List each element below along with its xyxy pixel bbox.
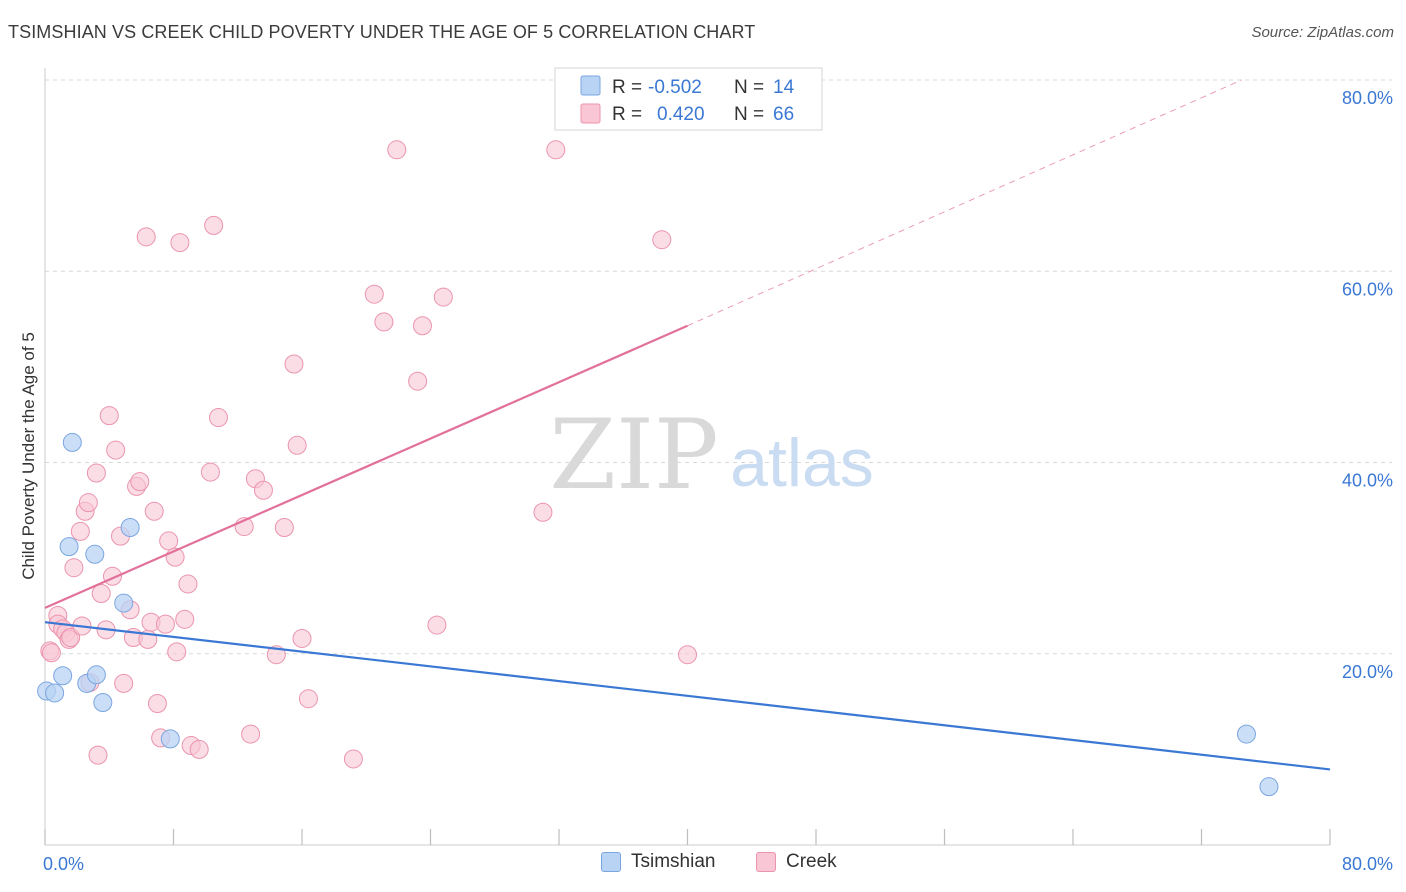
legend-n-value: 14 [773, 77, 795, 98]
creek-point [533, 502, 553, 522]
y-tick-label: 40.0% [1342, 471, 1393, 491]
creek-point [433, 287, 453, 307]
creek-point [427, 615, 447, 635]
creek-point [652, 230, 672, 250]
creek-point [287, 435, 307, 455]
tsimshian-point [1259, 777, 1279, 797]
y-tick-label: 60.0% [1342, 279, 1393, 299]
creek-point [292, 628, 312, 648]
source-label: Source: ZipAtlas.com [1251, 24, 1394, 41]
legend-r-value: 0.420 [657, 104, 705, 125]
creek-point [167, 642, 187, 662]
creek-trend-line [44, 324, 688, 609]
legend-item-tsimshian: Tsimshian [601, 851, 715, 873]
creek-legend-swatch [580, 103, 601, 124]
creek-point [136, 227, 156, 247]
creek-point [298, 689, 318, 709]
tsimshian-point [93, 693, 113, 713]
legend-r-value: -0.502 [648, 77, 702, 98]
creek-point [147, 693, 167, 713]
creek-point [274, 518, 294, 538]
creek-point [208, 408, 228, 428]
tsimshian-point [1236, 724, 1256, 744]
creek-point [178, 574, 198, 594]
legend-r-label: R = [612, 77, 642, 98]
creek-trend-extension [687, 79, 1242, 327]
legend-item-creek: Creek [756, 851, 837, 873]
gridlines: 20.0% 40.0% 60.0% 80.0% [45, 79, 1393, 682]
creek-point [189, 739, 209, 759]
creek-point [64, 558, 84, 578]
watermark-zip: ZIP [549, 399, 718, 511]
creek-point [412, 316, 432, 336]
legend-n-value: 66 [773, 104, 794, 125]
tsimshian-point [120, 518, 140, 538]
tsimshian-point [160, 729, 180, 749]
creek-point [284, 354, 304, 374]
tsimshian-point [85, 544, 105, 564]
creek-swatch [756, 852, 776, 872]
creek-point [200, 462, 220, 482]
tsimshian-point [62, 432, 82, 452]
y-tick-label: 80.0% [1342, 88, 1393, 108]
tsimshian-points [37, 432, 1279, 797]
creek-point [99, 406, 119, 426]
legend-label-tsimshian: Tsimshian [631, 851, 716, 872]
creek-point [114, 673, 134, 693]
creek-point [387, 140, 407, 160]
bottom-legend: Tsimshian Creek [0, 851, 1406, 877]
y-tick-label: 20.0% [1342, 662, 1393, 682]
legend-n-label: N = [734, 104, 764, 125]
creek-point [41, 643, 61, 663]
tsimshian-trend-line [44, 621, 1331, 771]
tsimshian-point [53, 666, 73, 686]
tsimshian-legend-swatch [580, 75, 601, 96]
creek-point [155, 614, 175, 634]
x-tick-label: 0.0% [43, 854, 84, 874]
watermark-atlas: atlas [730, 425, 874, 501]
tsimshian-point [59, 537, 79, 557]
creek-point [70, 521, 90, 541]
creek-point [88, 745, 108, 765]
creek-point [678, 645, 697, 665]
creek-point [374, 312, 394, 332]
chart-title: TSIMSHIAN VS CREEK CHILD POVERTY UNDER T… [8, 22, 756, 42]
creek-point [86, 463, 106, 483]
creek-point [170, 233, 190, 253]
creek-point [61, 627, 81, 647]
creek-point [253, 480, 273, 500]
watermark: ZIP atlas [549, 399, 873, 511]
creek-point [175, 609, 195, 629]
creek-points [40, 140, 697, 769]
y-axis-label: Child Poverty Under the Age of 5 [19, 332, 38, 580]
creek-point [364, 284, 384, 304]
creek-point [343, 749, 363, 769]
tsimshian-point [86, 665, 106, 685]
trend-lines [44, 79, 1331, 771]
creek-point [241, 724, 261, 744]
creek-point [546, 140, 566, 160]
creek-point [204, 215, 224, 235]
creek-point [91, 584, 111, 604]
legend-r-label: R = [612, 104, 642, 125]
creek-point [408, 371, 428, 391]
tsimshian-point [114, 593, 134, 613]
tsimshian-point [45, 683, 65, 703]
axes: 0.0% 80.0% [43, 68, 1393, 874]
legend-label-creek: Creek [786, 851, 837, 872]
tsimshian-swatch [601, 852, 621, 872]
creek-point [159, 531, 179, 551]
x-tick-label: 80.0% [1342, 854, 1393, 874]
creek-point [130, 472, 150, 492]
creek-point [144, 501, 164, 521]
creek-point [106, 440, 126, 460]
legend-box: R = -0.502 N = 14 R = 0.420 N = 66 [554, 67, 823, 131]
legend-n-label: N = [734, 77, 764, 98]
creek-point [78, 493, 98, 513]
